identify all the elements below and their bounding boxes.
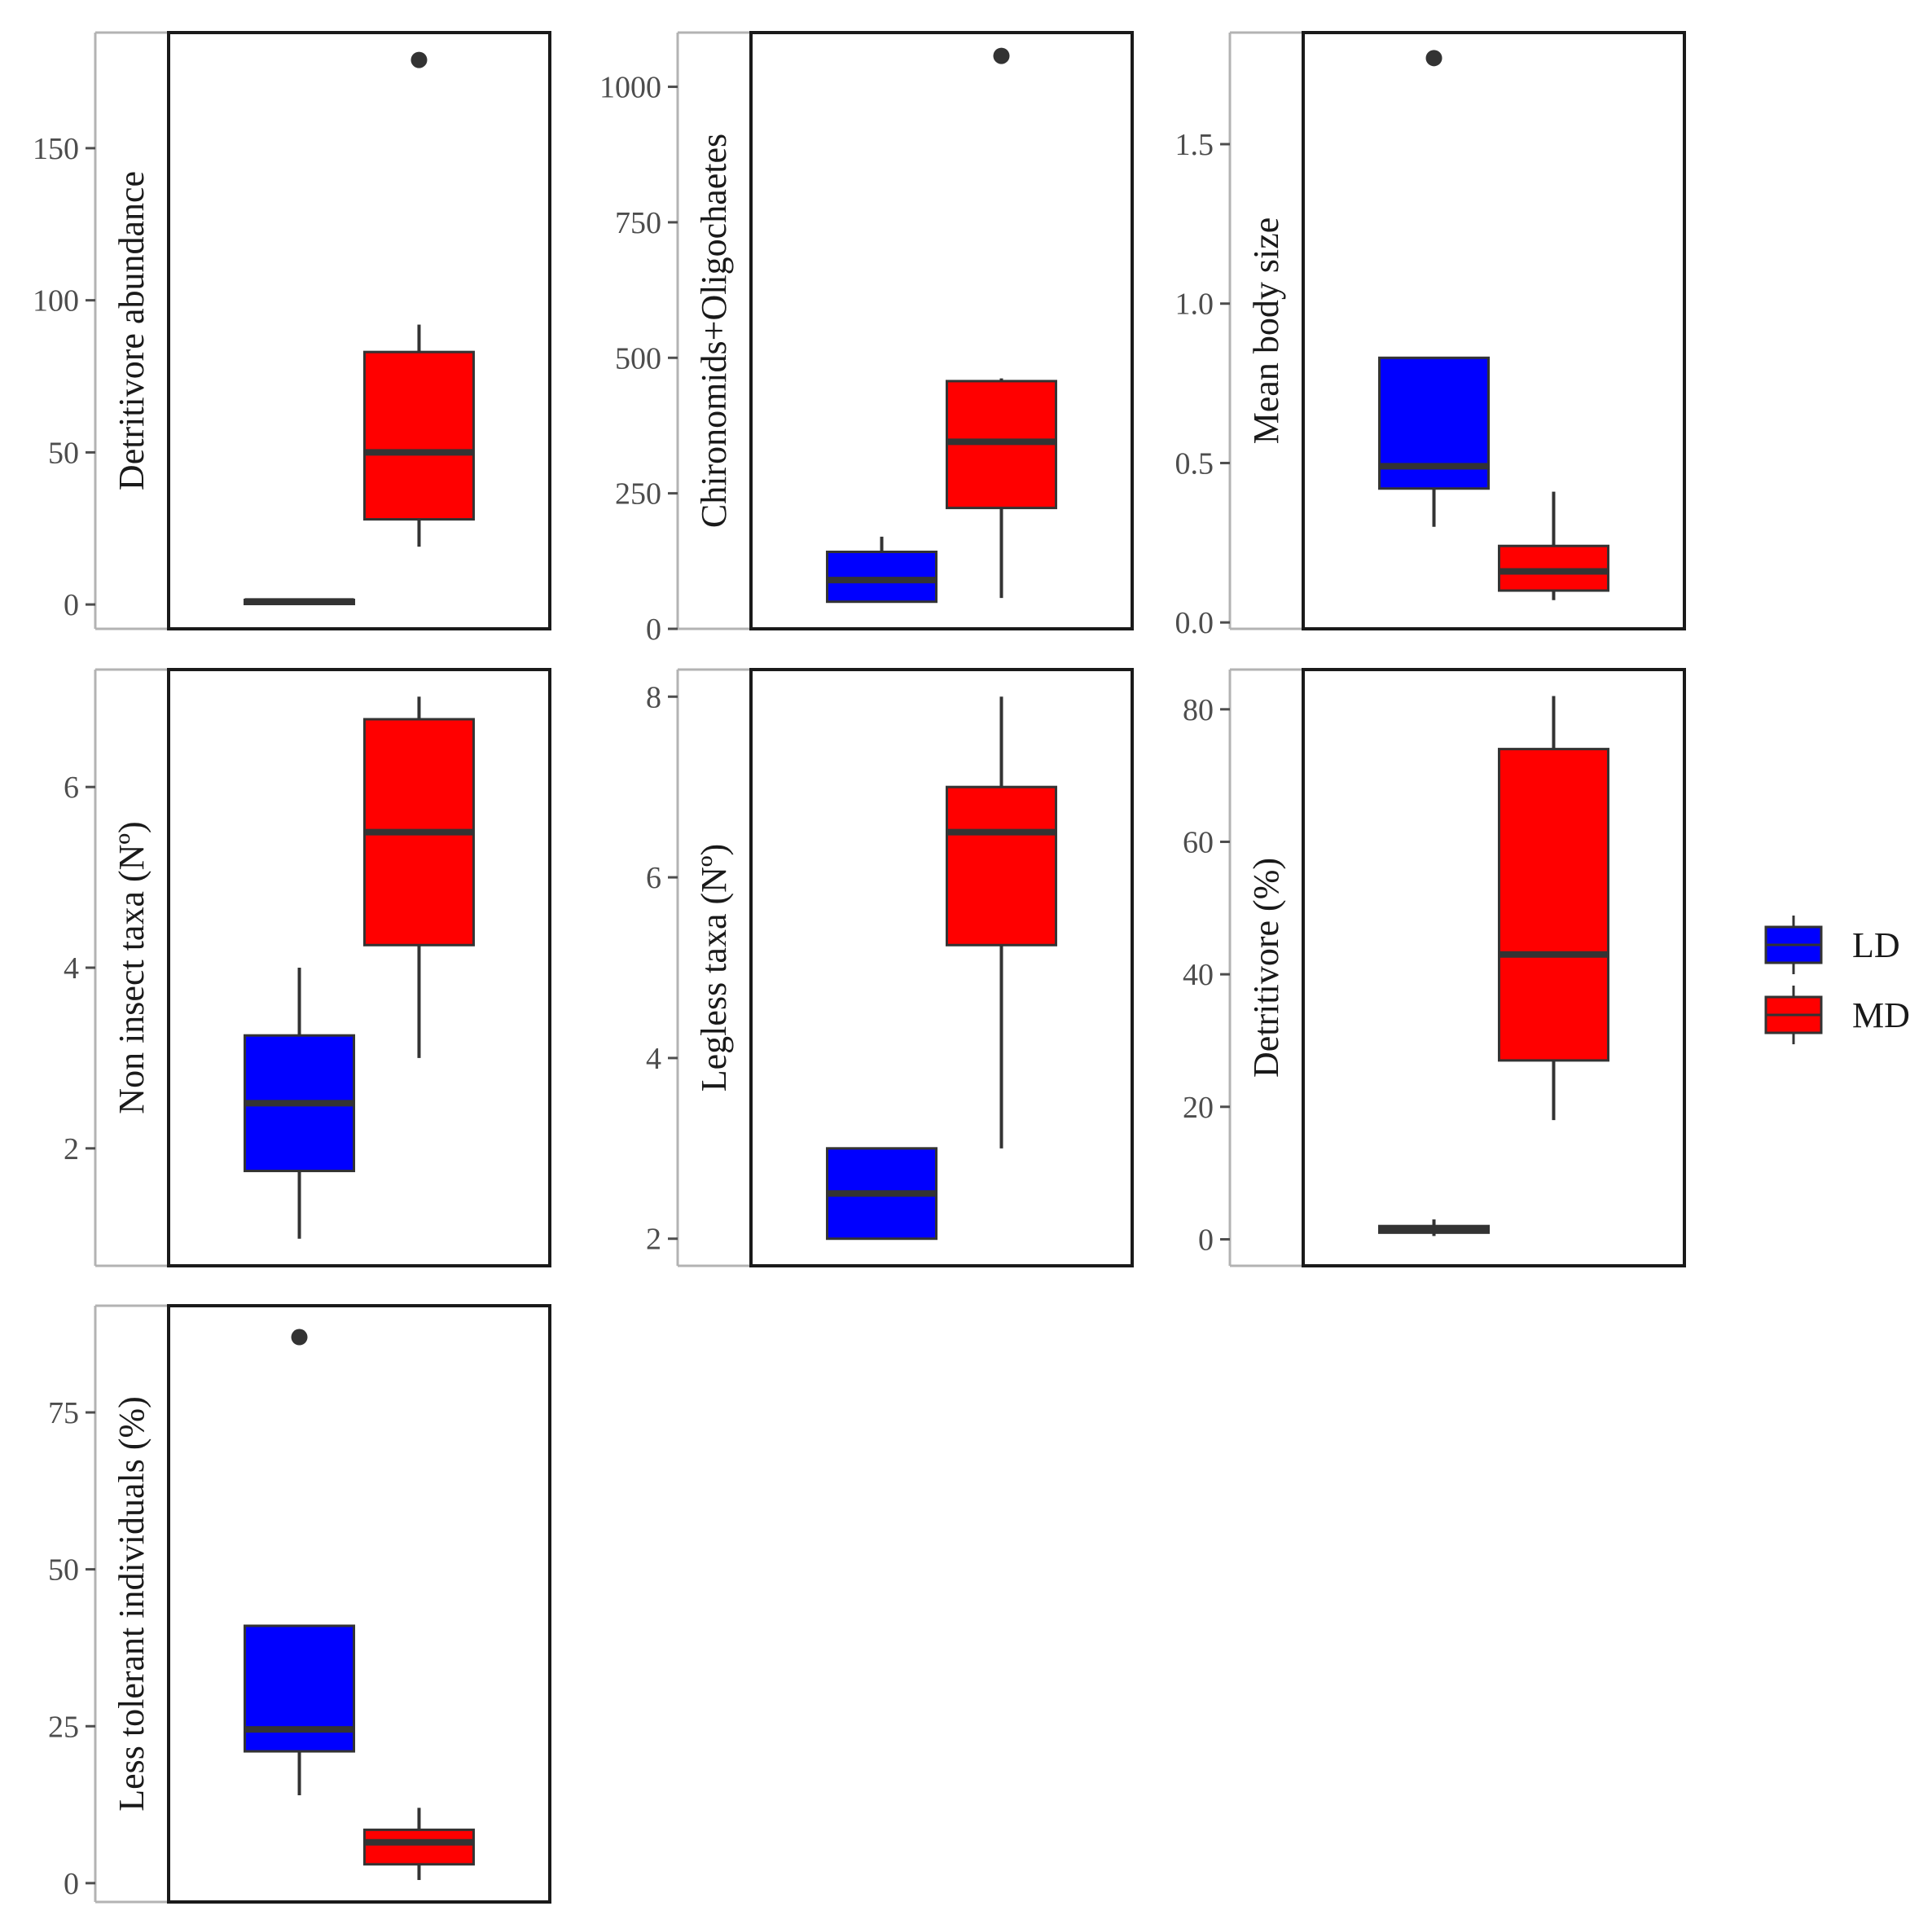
legend-label: MD: [1852, 995, 1910, 1035]
legend-label: LD: [1852, 925, 1900, 965]
y-tick-label: 6: [646, 861, 661, 895]
y-tick-label: 150: [33, 132, 79, 166]
y-tick-label: 25: [48, 1710, 79, 1744]
box-LD: [1378, 50, 1491, 527]
panel-title: Legless taxa (Nº): [694, 844, 734, 1091]
legend: LD MD: [1764, 916, 1910, 1044]
panel-7: Less tolerant individuals (%) 0 25 50 75: [48, 1304, 551, 1904]
outlier-point: [1425, 50, 1442, 67]
box-MD: [362, 51, 475, 547]
panel-5: Legless taxa (Nº) 2 4 6 8: [646, 668, 1134, 1267]
y-tick-label: 0: [64, 1867, 79, 1901]
outlier-point: [993, 47, 1010, 64]
y-tick-label: 4: [64, 951, 79, 986]
y-tick-label: 75: [48, 1396, 79, 1430]
box-MD: [945, 47, 1057, 599]
y-tick-label: 250: [615, 477, 661, 512]
y-tick-label: 8: [646, 680, 661, 714]
y-tick-label: 2: [64, 1132, 79, 1166]
panel-border: [167, 668, 551, 1267]
y-tick-label: 50: [48, 436, 79, 470]
y-tick-label: 1.0: [1175, 288, 1214, 322]
panel-title: Non insect taxa (Nº): [112, 821, 151, 1113]
legend-item-MD: MD: [1764, 986, 1910, 1044]
y-tick-label: 750: [615, 206, 661, 240]
y-tick-label: 1.5: [1175, 128, 1214, 162]
panel-border: [167, 1304, 551, 1904]
box-LD: [826, 536, 938, 604]
box-LD: [244, 1329, 356, 1796]
box-MD: [1497, 491, 1609, 600]
y-tick-label: 0: [1198, 1223, 1214, 1257]
y-tick-label: 0: [646, 613, 661, 647]
y-tick-label: 1000: [599, 71, 661, 105]
box-iqr: [362, 350, 475, 521]
box-LD: [826, 1147, 938, 1241]
y-tick-label: 500: [615, 341, 661, 376]
panel-border: [1302, 668, 1686, 1267]
y-tick-label: 60: [1183, 825, 1214, 859]
y-tick-label: 2: [646, 1223, 661, 1257]
y-tick-label: 4: [646, 1042, 661, 1076]
panel-3: Mean body size 0.0 0.5 1.0 1.5: [1175, 31, 1686, 640]
box-MD: [362, 696, 475, 1058]
y-tick-label: 0.0: [1175, 606, 1214, 640]
box-LD: [1378, 1219, 1491, 1236]
box-MD: [1497, 696, 1609, 1121]
y-tick-label: 0.5: [1175, 446, 1214, 481]
panel-title: Detritivore abundance: [112, 171, 151, 490]
box-iqr: [1497, 748, 1609, 1062]
panel-border: [749, 668, 1134, 1267]
panel-border: [749, 31, 1134, 630]
box-iqr: [945, 785, 1057, 947]
y-tick-label: 50: [48, 1553, 79, 1588]
y-tick-label: 6: [64, 771, 79, 805]
box-MD: [362, 1807, 475, 1881]
panel-4: Non insect taxa (Nº) 2 4 6: [64, 668, 551, 1267]
box-LD: [244, 968, 356, 1239]
box-MD: [945, 696, 1057, 1149]
panel-title: Chironomids+Oligochaetes: [694, 134, 734, 528]
panel-title: Detritivore (%): [1246, 858, 1286, 1078]
y-tick-label: 20: [1183, 1091, 1214, 1125]
y-tick-label: 80: [1183, 693, 1214, 727]
legend-item-LD: LD: [1764, 916, 1900, 974]
panel-6: Detritivore (%) 0 20 40 60 80: [1183, 668, 1686, 1267]
box-iqr: [362, 1828, 475, 1866]
outlier-point: [291, 1329, 308, 1346]
panel-1: Detritivore abundance 0 50 100 150: [33, 31, 551, 630]
y-tick-label: 0: [64, 588, 79, 622]
panel-border: [1302, 31, 1686, 630]
panel-title: Less tolerant individuals (%): [112, 1396, 151, 1812]
outlier-point: [411, 51, 428, 68]
panel-2: Chironomids+Oligochaetes 0 250 500 750 1000: [599, 31, 1134, 647]
y-tick-label: 40: [1183, 958, 1214, 992]
panel-title: Mean body size: [1246, 217, 1286, 445]
box-LD: [244, 598, 356, 606]
panel-border: [167, 31, 551, 630]
y-tick-label: 100: [33, 284, 79, 318]
